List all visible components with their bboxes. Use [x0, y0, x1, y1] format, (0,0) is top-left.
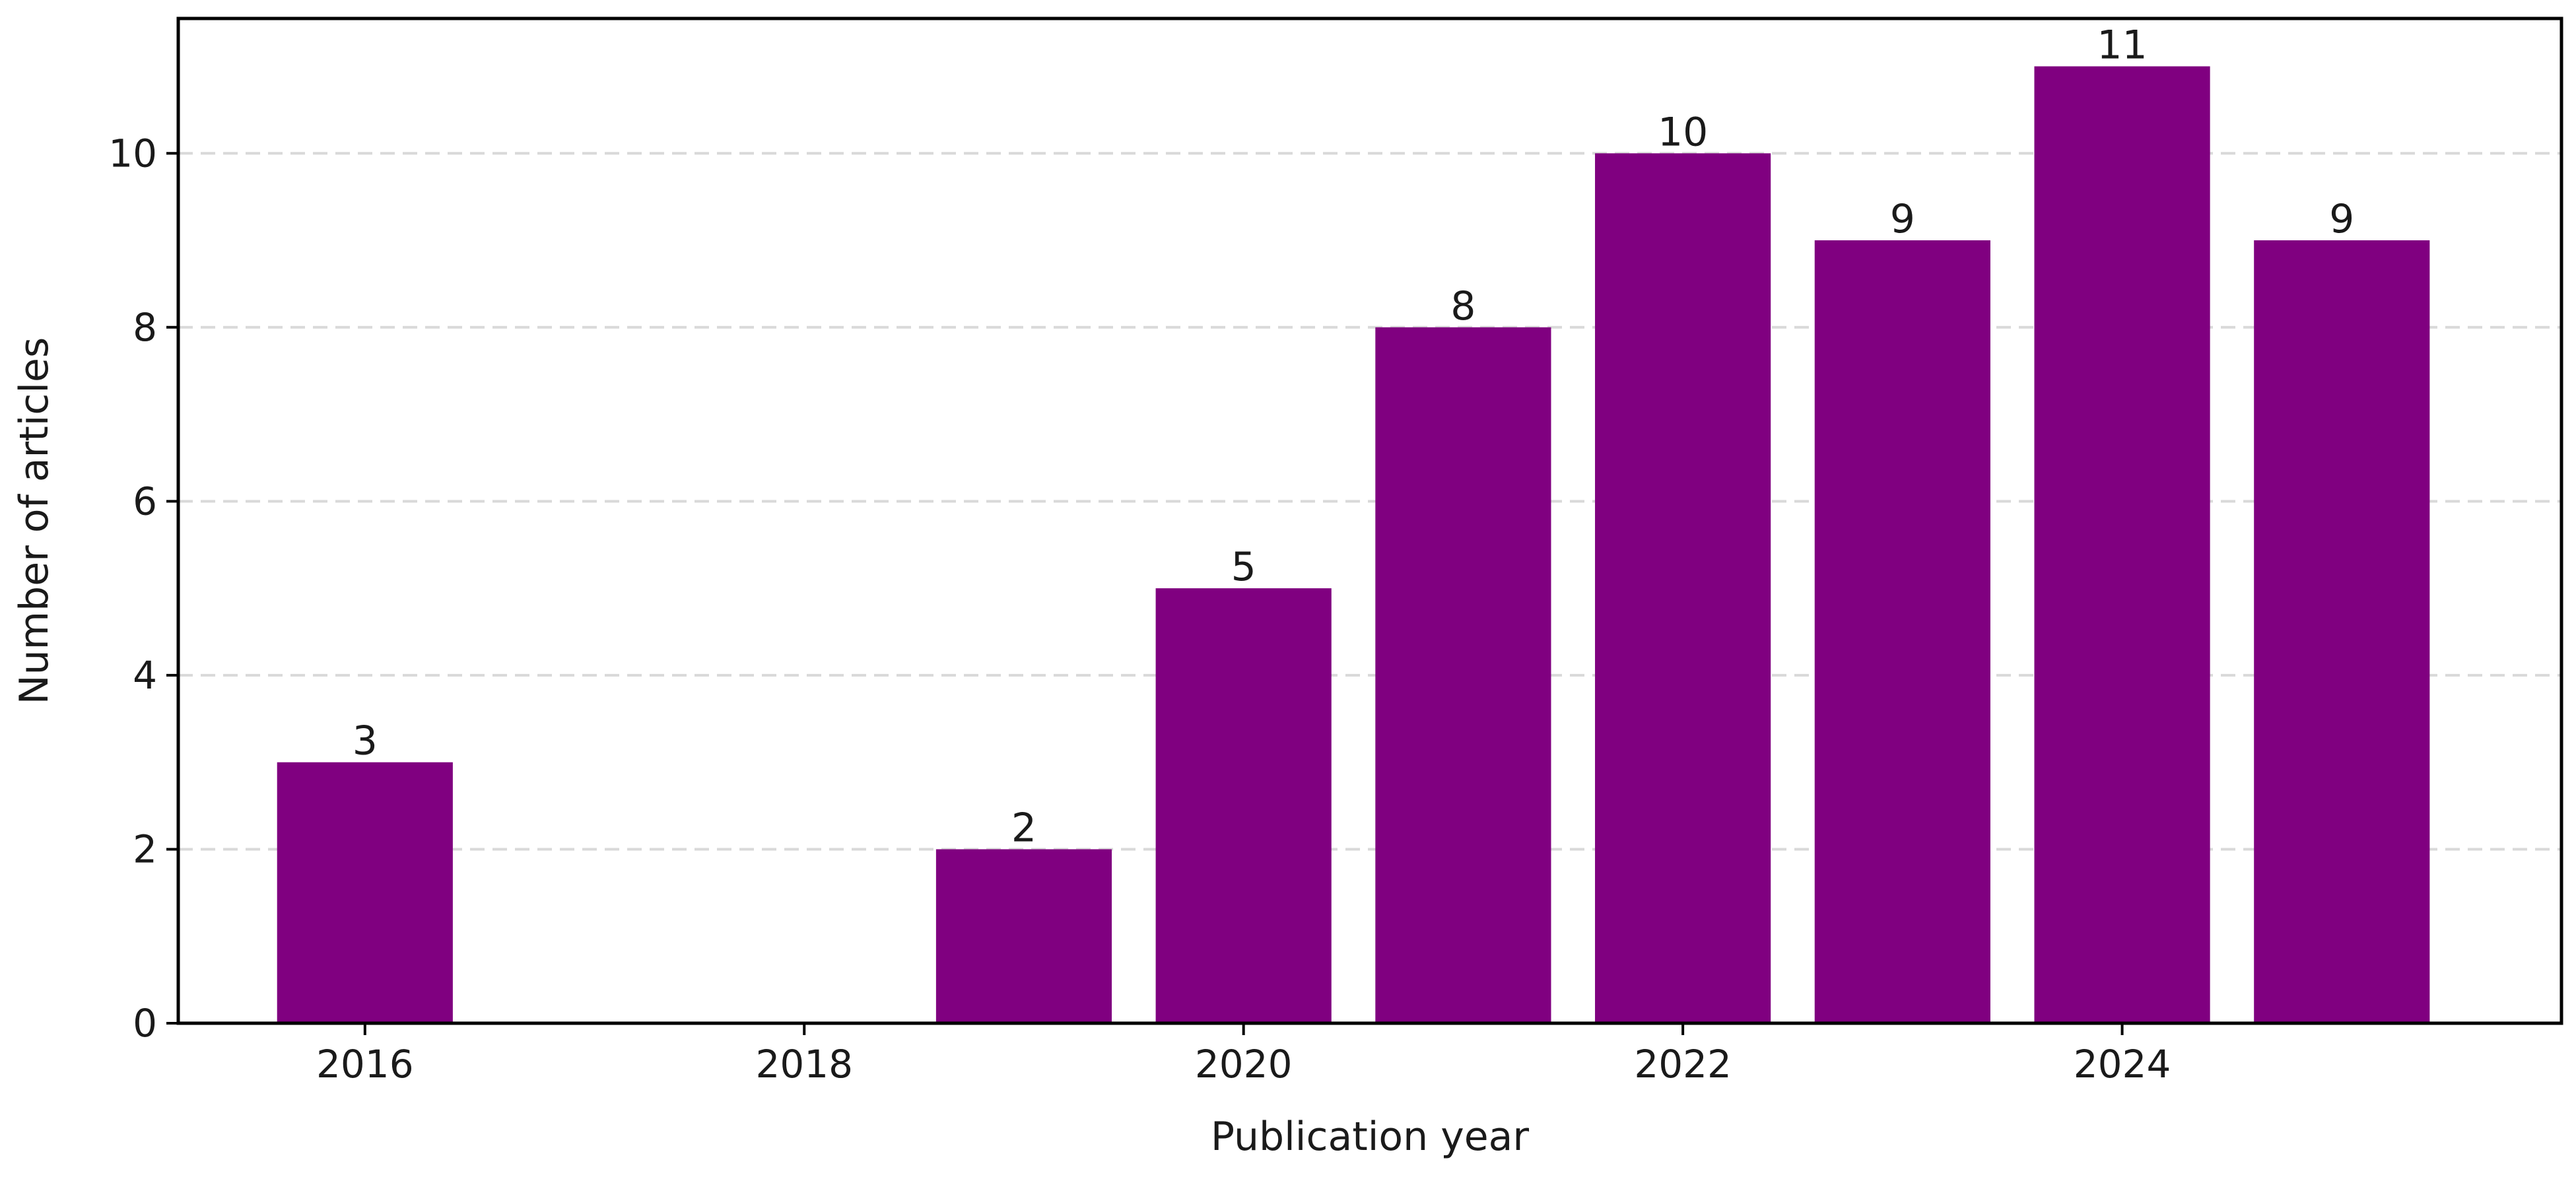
bar-2024: [2034, 66, 2210, 1023]
bar-2022: [1595, 153, 1771, 1023]
plot-frame: [176, 17, 2563, 1025]
bar-2025: [2254, 240, 2430, 1023]
bar-label-2020: 5: [1231, 544, 1256, 590]
bar-label-2019: 2: [1011, 805, 1036, 851]
bar-label-2022: 10: [1658, 109, 1708, 155]
bar-label-2024: 11: [2097, 22, 2147, 68]
bar-value-labels: 3 2 5 8 10 9 11 9: [353, 22, 2355, 851]
y-tick-label: 4: [133, 653, 157, 698]
y-axis-label: Number of articles: [11, 337, 57, 704]
bar-2021: [1375, 327, 1551, 1023]
bar-label-2021: 8: [1450, 283, 1475, 329]
y-tick-label: 6: [133, 479, 157, 523]
x-axis-ticks: 2016 2018 2020 2022 2024: [316, 1023, 2171, 1087]
bar-2019: [935, 849, 1112, 1023]
bars: [277, 66, 2430, 1023]
bar-2016: [277, 762, 453, 1023]
bar-label-2025: 9: [2329, 196, 2354, 242]
bar-label-2023: 9: [1890, 196, 1915, 242]
y-tick-label: 8: [133, 305, 157, 350]
y-axis-ticks: 0 2 4 6 8 10: [108, 131, 178, 1046]
x-axis-label: Publication year: [1211, 1114, 1530, 1160]
x-tick-label: 2018: [755, 1042, 853, 1087]
x-tick-label: 2022: [1634, 1042, 1732, 1087]
x-tick-label: 2024: [2074, 1042, 2171, 1087]
bar-2020: [1155, 588, 1332, 1023]
bar-label-2016: 3: [353, 718, 378, 764]
y-tick-label: 0: [133, 1001, 157, 1046]
x-tick-label: 2016: [316, 1042, 414, 1087]
y-tick-label: 10: [108, 131, 157, 176]
x-tick-label: 2020: [1195, 1042, 1293, 1087]
bar-2023: [1814, 240, 1990, 1023]
y-tick-label: 2: [133, 827, 157, 871]
